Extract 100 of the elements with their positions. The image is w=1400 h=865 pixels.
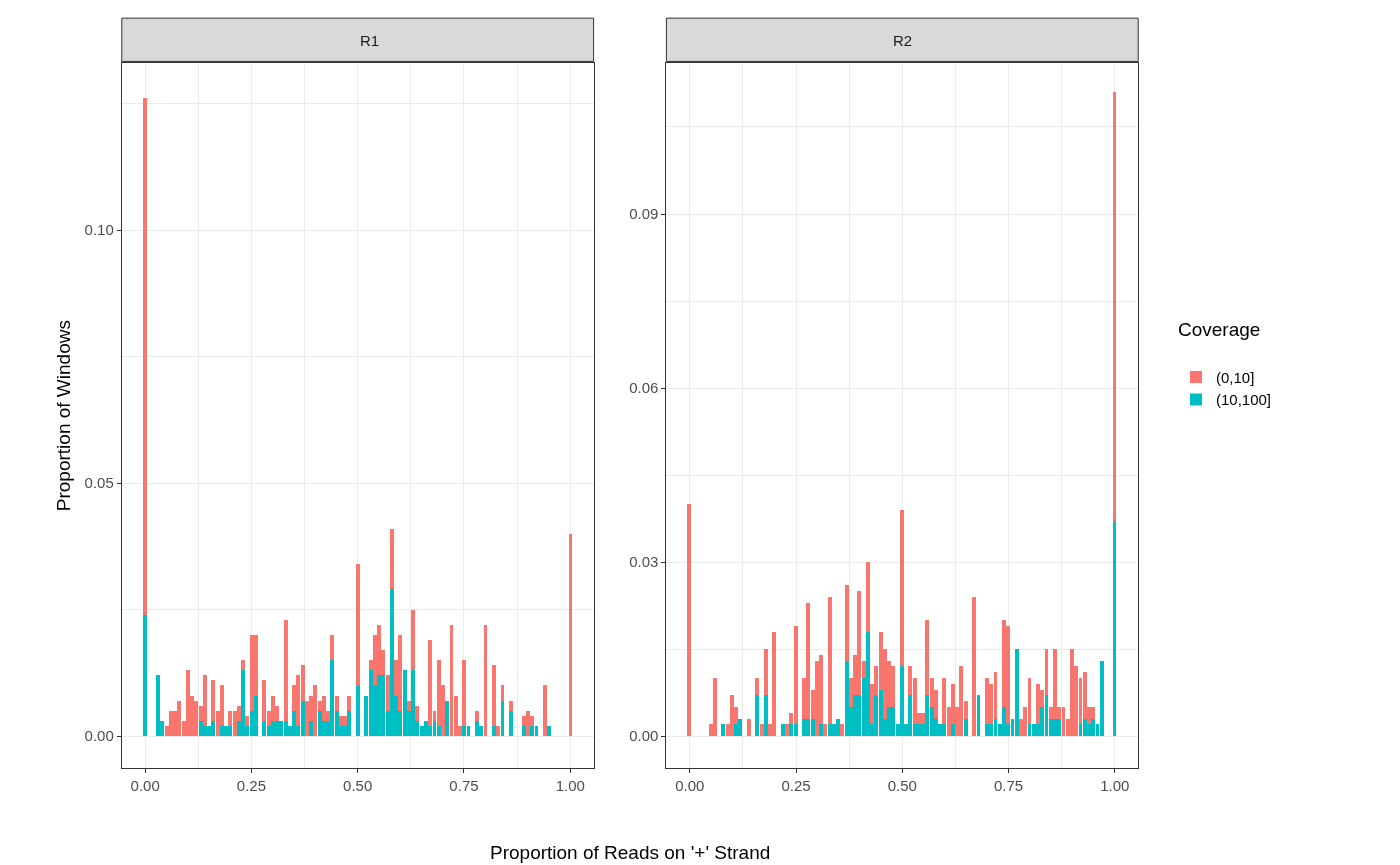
x-tick-label: 0.50 — [343, 777, 373, 795]
bar — [542, 685, 547, 737]
bar — [828, 597, 833, 725]
bar — [1057, 719, 1062, 737]
bar — [308, 721, 313, 737]
bar — [1083, 719, 1088, 737]
legend-title: Coverage — [1178, 319, 1261, 341]
bar — [836, 719, 841, 737]
bar — [240, 670, 245, 737]
bar — [985, 724, 990, 737]
bar — [397, 635, 402, 712]
bar — [1083, 672, 1088, 720]
bar — [959, 666, 964, 737]
bar — [389, 589, 394, 737]
bar — [410, 610, 415, 671]
bar — [368, 670, 373, 737]
bar — [253, 696, 258, 737]
y-tick-label: 0.09 — [629, 205, 659, 223]
bar — [321, 696, 326, 722]
x-tick-label: 1.00 — [1100, 777, 1130, 795]
y-tick-label: 0.00 — [629, 727, 659, 745]
x-tick-label: 0.00 — [675, 777, 705, 795]
bar — [1091, 719, 1096, 737]
x-axis-title: Proportion of Reads on '+' Strand — [490, 842, 771, 863]
bar — [227, 726, 232, 737]
bar — [317, 711, 322, 737]
bar — [491, 665, 496, 727]
bar — [385, 675, 390, 712]
y-tick-label: 0.03 — [629, 553, 659, 571]
legend-label: (0,10] — [1216, 368, 1255, 386]
legend-label: (10,100] — [1216, 391, 1272, 409]
bar — [925, 695, 930, 737]
bar — [964, 719, 969, 737]
bar — [857, 591, 862, 696]
bar — [508, 701, 513, 712]
bar — [823, 724, 828, 737]
y-tick-label: 0.10 — [84, 221, 114, 239]
bar — [802, 719, 807, 737]
bar — [1002, 707, 1007, 737]
bar — [845, 585, 850, 662]
y-axis-title: Proportion of Windows — [53, 320, 75, 512]
bar — [828, 724, 833, 737]
bar — [142, 98, 147, 616]
x-tick-label: 1.00 — [555, 777, 585, 795]
chart-title: R2 — [893, 32, 913, 49]
bar — [866, 562, 871, 633]
bar — [444, 701, 449, 737]
bar — [274, 721, 279, 737]
bar — [1028, 724, 1032, 737]
bar — [500, 685, 504, 702]
x-tick-label: 0.75 — [993, 777, 1024, 795]
bar — [270, 721, 275, 737]
bar — [755, 678, 760, 696]
bar — [921, 713, 926, 725]
bar — [500, 701, 504, 737]
bar — [389, 529, 394, 590]
bar — [1032, 724, 1037, 737]
bar — [764, 649, 769, 696]
bar — [917, 724, 922, 737]
bar — [721, 724, 726, 737]
x-tick-label: 0.50 — [887, 777, 917, 795]
bar — [219, 726, 224, 737]
bar — [764, 695, 769, 737]
bar — [240, 660, 245, 671]
bar — [461, 726, 466, 737]
bar — [972, 597, 977, 737]
bar — [900, 510, 905, 667]
bar — [760, 724, 765, 737]
bar — [781, 724, 786, 737]
bar — [730, 695, 735, 737]
bar — [508, 711, 513, 737]
bar — [525, 711, 530, 737]
bar — [900, 666, 905, 737]
bar — [713, 678, 718, 737]
y-tick-label: 0.00 — [84, 727, 114, 745]
bar — [985, 678, 990, 725]
bar — [1100, 661, 1105, 737]
y-tick-label: 0.05 — [84, 474, 114, 492]
bar — [414, 706, 419, 722]
bar — [406, 701, 411, 712]
bar — [977, 695, 981, 737]
bar — [376, 675, 381, 737]
bar — [738, 719, 743, 737]
bar — [483, 625, 487, 737]
bar — [1053, 719, 1058, 737]
bar — [1091, 707, 1096, 720]
bar — [521, 726, 526, 737]
bar — [908, 695, 913, 737]
bar — [185, 670, 190, 737]
x-tick-label: 0.25 — [781, 777, 811, 795]
bar — [249, 635, 254, 712]
bar — [1036, 684, 1041, 725]
bar — [687, 504, 692, 737]
bar — [1113, 521, 1117, 737]
bar — [491, 726, 496, 737]
bar — [785, 724, 790, 737]
x-tick-label: 0.25 — [236, 777, 267, 795]
bar — [495, 726, 500, 737]
bar — [198, 721, 203, 737]
bar — [300, 701, 305, 737]
